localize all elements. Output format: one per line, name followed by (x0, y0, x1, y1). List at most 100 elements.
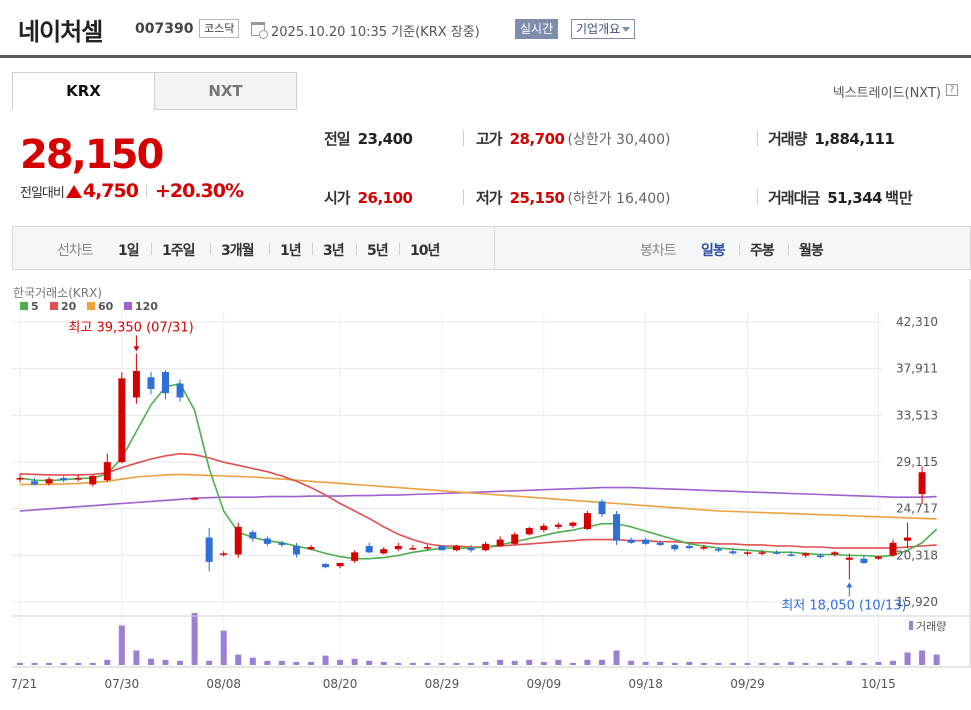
candle-body (904, 537, 912, 541)
max-price-annotation: 최고 39,350 (07/31) (68, 320, 193, 335)
candle-body (423, 547, 431, 549)
volume-bar (599, 659, 605, 665)
volume-bar (875, 661, 882, 665)
volume-bar (817, 662, 824, 665)
quote-basis: 기준(KRX 장중) (391, 25, 480, 40)
volume-bar (846, 660, 853, 665)
x-tick-label: 09/29 (730, 677, 765, 691)
candle-body (394, 545, 402, 550)
divider (210, 243, 211, 255)
candle-body (787, 554, 795, 556)
stat-label: 고가 (476, 130, 503, 148)
change-amount: 4,750 (82, 180, 139, 202)
candle-body (438, 545, 446, 551)
y-tick-label: 20,318 (896, 548, 938, 562)
stat-label: 시가 (324, 189, 351, 207)
volume-bar (220, 630, 227, 665)
candle-body (380, 549, 388, 554)
y-tick-label: 33,513 (896, 408, 938, 422)
volume-bar (453, 662, 460, 665)
candle-body (802, 553, 810, 556)
candle-body (292, 545, 300, 555)
period-monthly[interactable]: 월봉 (799, 243, 824, 259)
x-tick-label: 07/30 (105, 677, 140, 691)
period-1d[interactable]: 1일 (118, 243, 140, 259)
company-info-dropdown[interactable]: 기업개요 (571, 19, 636, 39)
tab-nxt[interactable]: NXT (154, 72, 297, 110)
volume-bar (642, 661, 649, 665)
volume-bar (308, 661, 314, 665)
volume-bar (249, 657, 256, 665)
volume-bar (31, 662, 38, 665)
candle-body (511, 534, 519, 544)
stat-volume: 거래량 1,884,111 (768, 128, 895, 149)
stat-value: 51,344 (827, 189, 883, 207)
candle-body (758, 552, 766, 554)
price-chart[interactable]: 한국거래소(KRX) 5 20 60 120 거래량 최고 39,350 (07/31… (3, 279, 971, 710)
volume-bar (351, 658, 358, 665)
calendar-clock-icon (251, 22, 268, 39)
x-tick-label: 08/08 (206, 677, 241, 691)
candle-body (336, 562, 344, 567)
stat-label: 전일 (324, 130, 351, 148)
period-5y[interactable]: 5년 (367, 243, 389, 259)
period-weekly[interactable]: 주봉 (750, 243, 775, 259)
divider (757, 130, 758, 146)
candle-body (889, 542, 897, 556)
help-icon[interactable]: ? (946, 84, 958, 96)
divider (269, 243, 270, 255)
candle-body (773, 552, 781, 554)
volume-bar (802, 662, 809, 665)
x-tick-label: 07/21 (12, 677, 37, 691)
candle-body (496, 539, 504, 546)
lower-limit: (하한가 16,400) (567, 191, 671, 207)
volume-bar (700, 662, 707, 665)
legend-label: 120 (135, 300, 158, 313)
moving-average-lines (19, 382, 938, 560)
candle-body (103, 462, 111, 481)
period-3y[interactable]: 3년 (323, 243, 345, 259)
candle-body (191, 498, 199, 500)
stat-label: 거래량 (768, 130, 807, 148)
volume-bar (278, 660, 285, 665)
stock-name: 네이처셀 (18, 18, 103, 46)
divider (739, 243, 740, 255)
realtime-button[interactable]: 실시간 (515, 19, 559, 39)
candle-body (627, 539, 635, 543)
stock-code: 007390 (135, 21, 194, 37)
candle-body (45, 479, 53, 484)
candle-body (176, 383, 184, 398)
period-3m[interactable]: 3개월 (221, 243, 255, 259)
volume-bar (860, 662, 867, 665)
period-10y[interactable]: 10년 (410, 243, 440, 259)
volume-bar (46, 662, 53, 665)
volume-bar (613, 650, 620, 665)
period-1w[interactable]: 1주일 (162, 243, 196, 259)
stat-value: 1,884,111 (814, 130, 895, 148)
candle-body (147, 377, 155, 389)
divider (463, 189, 464, 205)
ma-line-ma5 (19, 382, 938, 560)
period-1y[interactable]: 1년 (280, 243, 302, 259)
volume-bar (438, 662, 445, 665)
min-arrow-head (846, 582, 853, 588)
legend-swatch (124, 302, 132, 310)
stat-trade-amount: 거래대금 51,344 백만 (768, 187, 913, 208)
candle-body (249, 532, 257, 539)
volume-bar (17, 662, 23, 665)
volume-bar (191, 613, 198, 665)
candle-body (16, 478, 24, 480)
x-tick-label: 10/15 (861, 677, 896, 691)
candle-body (685, 545, 693, 549)
nextrade-link[interactable]: 넥스트레이드(NXT)? (833, 82, 958, 101)
legend-label: 20 (61, 300, 77, 313)
volume-bar (788, 661, 795, 665)
period-daily[interactable]: 일봉 (701, 243, 726, 259)
tab-krx[interactable]: KRX (12, 72, 155, 110)
current-price: 28,150 (20, 132, 164, 178)
candle-body (482, 543, 490, 551)
candlestick-chart-svg: 한국거래소(KRX) 5 20 60 120 거래량 최고 39,350 (07/31… (3, 279, 971, 691)
chevron-down-icon (622, 27, 631, 32)
change-percent: +20.30% (154, 180, 244, 202)
ma-line-ma120 (19, 486, 937, 512)
